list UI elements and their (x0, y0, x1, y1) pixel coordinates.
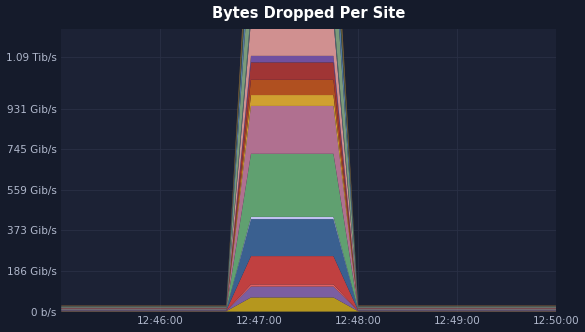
Title: Bytes Dropped Per Site: Bytes Dropped Per Site (212, 6, 405, 21)
